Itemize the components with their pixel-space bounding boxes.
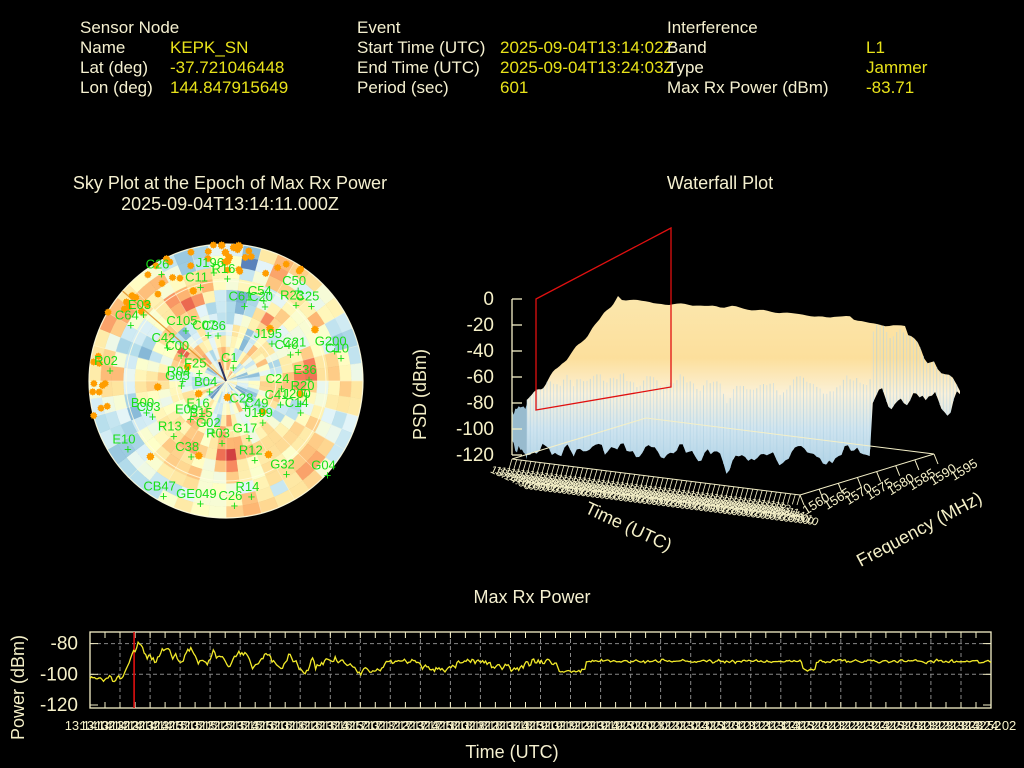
svg-text:-120: -120 (40, 695, 78, 716)
svg-text:-80: -80 (51, 634, 78, 655)
svg-text:-100: -100 (40, 664, 78, 685)
svg-text:13:24:02: 13:24:02 (966, 718, 1017, 733)
